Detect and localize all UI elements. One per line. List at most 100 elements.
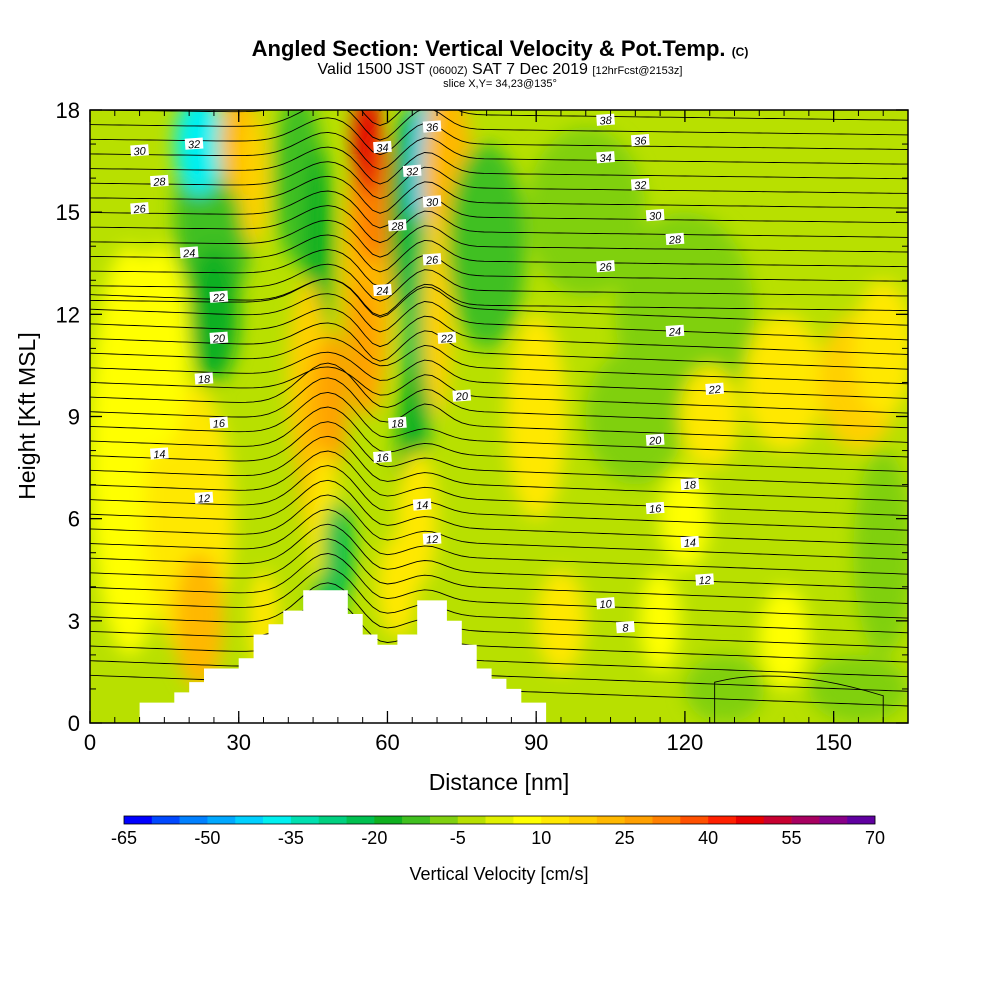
isentrope-label-bg xyxy=(373,450,392,464)
isentrope-label-bg xyxy=(596,597,615,610)
colorbar-swatch xyxy=(179,816,208,824)
isentrope-label-bg xyxy=(209,290,229,303)
isentrope-line xyxy=(90,117,908,156)
colorbar-swatch xyxy=(763,816,792,824)
isentrope-label: 26 xyxy=(596,260,615,274)
isentrope-labels: 38 36 34 32 30 28 26 24 22 20 18 16 14 12 10 8 30 32 28 26 2… xyxy=(130,113,725,635)
isentrope-line xyxy=(90,161,908,200)
isentrope-label: 22 xyxy=(437,331,457,346)
isentrope-label-text: 26 xyxy=(425,254,440,267)
isentrope-line xyxy=(90,538,908,604)
isentrope-line xyxy=(90,523,908,590)
isentrope-label-bg xyxy=(680,535,700,549)
isentrope-label-text: 18 xyxy=(391,418,405,431)
chart-subtitle: Valid 1500 JST (0600Z) SAT 7 Dec 2019 [1… xyxy=(0,61,1000,79)
isentrope-label-text: 26 xyxy=(598,261,613,274)
y-tick-label: 15 xyxy=(56,200,80,225)
isentrope-line xyxy=(90,278,908,317)
isentrope-line xyxy=(90,465,908,531)
y-tick-label: 6 xyxy=(68,507,80,532)
colorbar-tick-label: 25 xyxy=(615,828,635,848)
field-cell xyxy=(352,110,383,196)
colorbar-swatch xyxy=(541,816,570,824)
colorbar-swatch xyxy=(624,816,653,824)
isentrope-line xyxy=(90,362,908,429)
isentrope-label-text: 32 xyxy=(406,166,419,179)
valid-time: Valid 1500 JST xyxy=(317,61,425,78)
x-tick-label: 120 xyxy=(667,730,704,755)
colorbar-swatch xyxy=(346,816,375,824)
isentrope-line xyxy=(376,110,384,112)
forecast-info: [12hrFcst@2153z] xyxy=(592,65,683,77)
isentrope-label-text: 24 xyxy=(375,285,389,298)
isentrope-label: 16 xyxy=(645,501,665,516)
isentrope-line xyxy=(90,293,908,341)
colorbar-swatch xyxy=(652,816,681,824)
isentrope-label: 14 xyxy=(150,447,169,461)
isentrope-line xyxy=(90,322,908,370)
isentrope-label-text: 12 xyxy=(698,575,711,588)
colorbar-swatch xyxy=(429,816,459,824)
isentrope-line xyxy=(90,351,908,399)
isentrope-label: 20 xyxy=(452,389,472,404)
isentrope-label: 34 xyxy=(596,151,615,165)
field-cell xyxy=(377,535,418,638)
isentrope-contours xyxy=(90,110,908,723)
isentrope-label: 10 xyxy=(596,597,615,611)
colorbar-swatch xyxy=(402,816,431,824)
isentrope-label: 22 xyxy=(705,382,725,397)
isentrope-label-text: 16 xyxy=(212,418,226,431)
colorbar-swatch xyxy=(485,816,514,824)
isentrope-line xyxy=(90,190,908,229)
isentrope-label-bg xyxy=(402,164,422,177)
isentrope-label-bg xyxy=(184,137,204,150)
field-cell xyxy=(744,314,824,451)
y-axis-label: Height [Kft MSL] xyxy=(14,332,40,499)
colorbar-swatch xyxy=(791,816,820,824)
isentrope-label: 8 xyxy=(616,620,635,635)
x-tick-label: 150 xyxy=(815,730,852,755)
chart-title: Angled Section: Vertical Velocity & Pot.… xyxy=(0,36,1000,62)
isentrope-label-bg xyxy=(705,382,725,395)
field-cell xyxy=(684,654,765,723)
x-tick-label: 30 xyxy=(226,730,250,755)
isentrope-label-bg xyxy=(150,174,169,188)
colorbar-tick-label: -20 xyxy=(361,828,387,848)
isentrope-label-bg xyxy=(645,433,665,446)
isentrope-label-bg xyxy=(680,477,700,491)
isentrope-label-bg xyxy=(179,246,199,259)
isentrope-label-bg xyxy=(373,283,392,297)
isentrope-label: 30 xyxy=(645,208,665,223)
colorbar-swatch xyxy=(290,816,320,824)
isentrope-label-bg xyxy=(665,232,685,246)
colorbar-swatch xyxy=(569,816,598,824)
isentrope-label-text: 22 xyxy=(211,292,225,305)
colorbar-swatch xyxy=(457,816,486,824)
colorbar-label: Vertical Velocity [cm/s] xyxy=(409,864,588,884)
isentrope-label-bg xyxy=(645,208,665,222)
isentrope-label-text: 38 xyxy=(599,115,613,128)
isentrope-label: 16 xyxy=(209,416,229,431)
isentrope-label-bg xyxy=(209,331,229,344)
isentrope-label: 32 xyxy=(184,137,204,152)
isentrope-label: 24 xyxy=(665,324,685,339)
isentrope-label-text: 28 xyxy=(390,220,405,233)
slice-info: slice X,Y= 34,23@135° xyxy=(443,78,557,90)
isentrope-line xyxy=(90,205,908,244)
field-cell xyxy=(640,569,680,672)
x-axis-label: Distance [nm] xyxy=(429,769,570,795)
colorbar-tick-label: 10 xyxy=(531,828,551,848)
isentrope-label-text: 18 xyxy=(683,479,697,492)
isentrope-label-text: 34 xyxy=(376,142,389,155)
isentrope-line xyxy=(90,110,908,126)
isentrope-label: 12 xyxy=(422,532,442,547)
isentrope-line xyxy=(714,675,884,723)
isentrope-label: 12 xyxy=(194,491,214,506)
isentrope-label-text: 32 xyxy=(634,179,647,192)
colorbar-tick-label: 55 xyxy=(782,828,802,848)
colorbar-swatch xyxy=(263,816,292,824)
isentrope-label-text: 22 xyxy=(439,333,453,346)
isentrope-label: 28 xyxy=(388,219,407,233)
colorbar-swatch xyxy=(819,816,848,824)
